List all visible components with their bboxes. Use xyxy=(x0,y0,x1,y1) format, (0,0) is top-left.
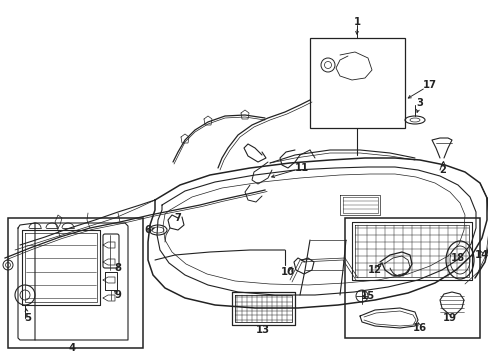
Text: 8: 8 xyxy=(114,263,121,273)
Text: 16: 16 xyxy=(412,323,426,333)
Text: 6: 6 xyxy=(144,225,151,235)
Bar xyxy=(309,38,404,128)
Text: 9: 9 xyxy=(114,290,121,300)
Text: 7: 7 xyxy=(174,213,181,223)
Text: 1: 1 xyxy=(353,17,360,27)
Text: 17: 17 xyxy=(422,80,436,90)
Text: 12: 12 xyxy=(367,265,381,275)
Text: 2: 2 xyxy=(439,165,446,175)
Text: 14: 14 xyxy=(474,250,488,260)
Text: 4: 4 xyxy=(68,343,76,353)
Text: 13: 13 xyxy=(256,325,269,335)
Bar xyxy=(345,218,479,338)
Text: 11: 11 xyxy=(294,163,308,173)
Text: 3: 3 xyxy=(416,98,423,108)
Text: 15: 15 xyxy=(360,291,374,301)
Text: 10: 10 xyxy=(281,267,294,277)
Text: 18: 18 xyxy=(450,253,464,263)
Text: 19: 19 xyxy=(442,313,456,323)
Text: 5: 5 xyxy=(24,313,31,323)
Bar xyxy=(8,218,142,348)
